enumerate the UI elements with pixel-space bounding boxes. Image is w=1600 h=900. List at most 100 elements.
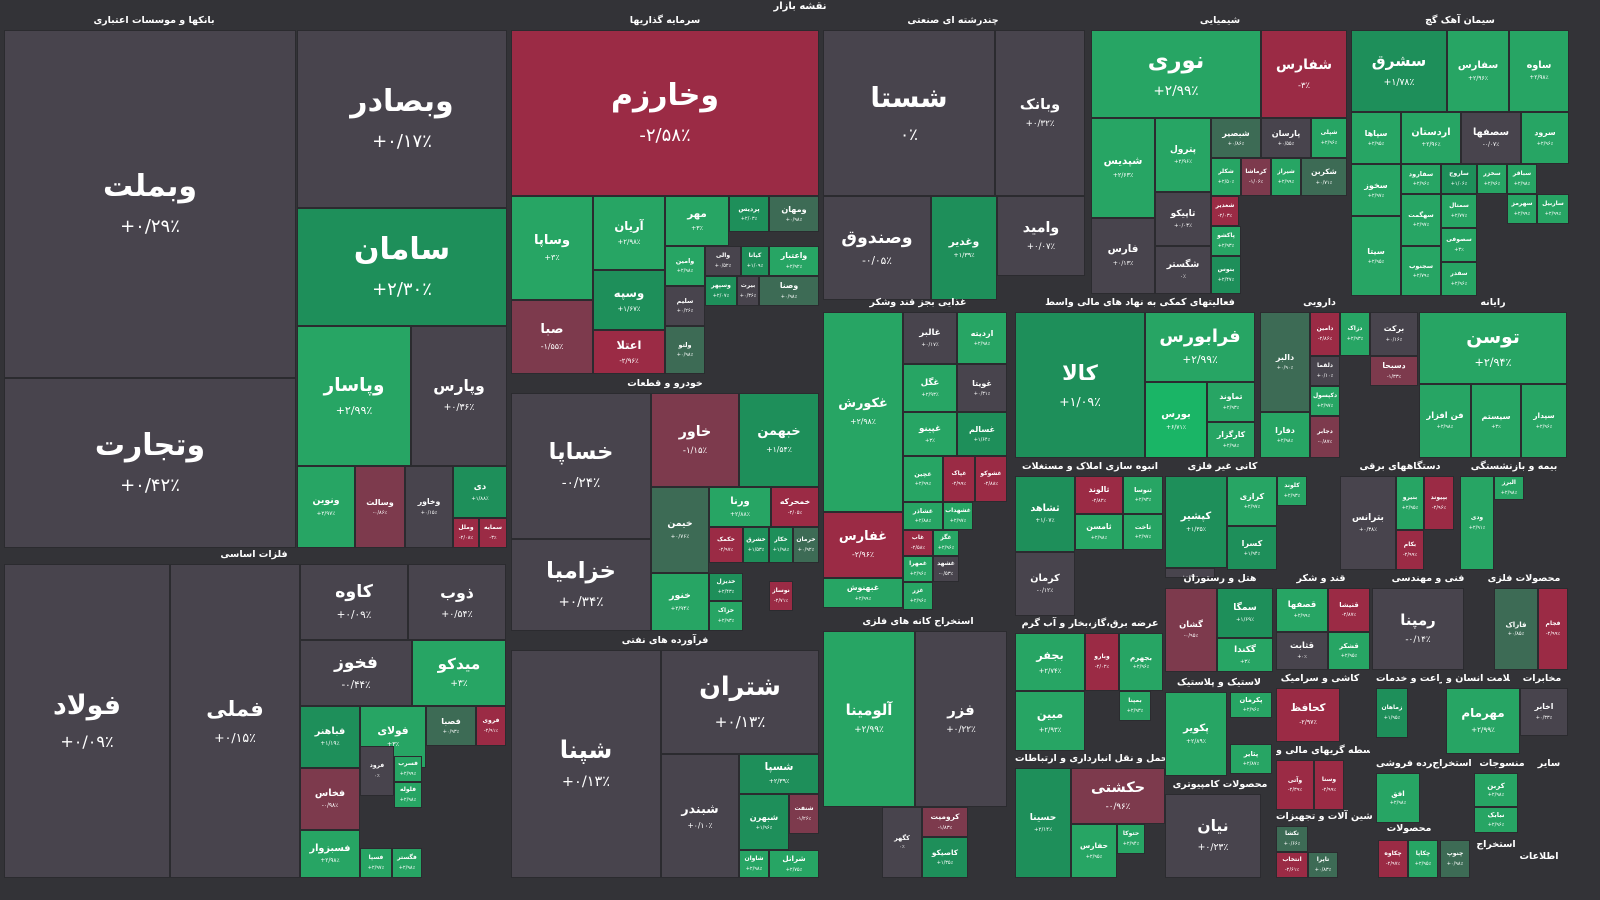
stock-tile[interactable]: توسن +۲/۹۴٪ — [1419, 312, 1567, 384]
stock-tile[interactable]: وملل -۲/۰۸٪ — [453, 518, 479, 548]
stock-tile[interactable]: بجفر +۲/۷۴٪ — [1015, 633, 1085, 691]
stock-tile[interactable]: پارسان +۰/۵۵٪ — [1261, 118, 1311, 158]
stock-tile[interactable]: وآتی -۲/۳۹٪ — [1276, 760, 1314, 810]
stock-tile[interactable]: خشرق +۱/۵۳٪ — [743, 527, 769, 563]
stock-tile[interactable]: شتران +۰/۱۳٪ — [661, 650, 819, 754]
stock-tile[interactable]: خرمان +۰/۹۲٪ — [793, 527, 819, 563]
stock-tile[interactable]: غگز +۲/۹۶٪ — [933, 530, 959, 556]
stock-tile[interactable]: شبندر +۰/۱۰٪ — [661, 754, 739, 878]
stock-tile[interactable]: تماوند +۲/۹۳٪ — [1207, 382, 1255, 422]
stock-tile[interactable]: وغدیر +۱/۳۹٪ — [931, 196, 997, 300]
stock-tile[interactable]: بکام -۲/۹۹٪ — [1396, 530, 1424, 570]
stock-tile[interactable]: ورنا +۲/۸۸٪ — [709, 487, 771, 527]
stock-tile[interactable]: حتوکا +۲/۹۴٪ — [1117, 824, 1145, 854]
stock-tile[interactable]: غپاک -۲/۹۹٪ — [943, 456, 975, 502]
stock-tile[interactable]: مبین +۲/۹۳٪ — [1015, 691, 1085, 751]
stock-tile[interactable]: بنیرو +۲/۹۵٪ — [1396, 476, 1424, 530]
stock-tile[interactable]: وصندوق -۰/۰۵٪ — [823, 196, 931, 300]
stock-tile[interactable]: پکویر +۲/۸۹٪ — [1165, 692, 1227, 776]
stock-tile[interactable]: قشکر +۲/۹۵٪ — [1328, 632, 1370, 670]
stock-tile[interactable]: فسپا +۲/۹۷٪ — [360, 848, 392, 878]
stock-tile[interactable]: کربن +۲/۹۸٪ — [1474, 773, 1518, 807]
stock-tile[interactable]: وتجارت +۰/۴۲٪ — [4, 378, 296, 548]
stock-tile[interactable]: خزامیا +۰/۳۴٪ — [511, 539, 651, 631]
stock-tile[interactable]: سجنوب +۲/۷۹٪ — [1401, 246, 1441, 296]
stock-tile[interactable]: کرماشا -۱/۰۶٪ — [1241, 158, 1271, 196]
stock-tile[interactable]: خبهمن +۱/۵۴٪ — [739, 393, 819, 487]
stock-tile[interactable]: انتخاب -۲/۶۱٪ — [1276, 852, 1308, 878]
stock-tile[interactable]: آریان +۲/۹۸٪ — [593, 196, 665, 270]
stock-tile[interactable]: وسپه +۱/۶۷٪ — [593, 270, 665, 330]
stock-tile[interactable]: چنوپ +۰/۹۸٪ — [1440, 840, 1470, 878]
stock-tile[interactable]: کلوند +۲/۹۳٪ — [1277, 476, 1307, 506]
stock-tile[interactable]: وبانک +۰/۳۲٪ — [995, 30, 1085, 196]
stock-tile[interactable]: اردستان +۲/۹۶٪ — [1401, 112, 1461, 164]
stock-tile[interactable]: شنفت -۱/۲۶٪ — [789, 794, 819, 834]
stock-tile[interactable]: غالبر +۰/۱۷٪ — [903, 312, 957, 364]
stock-tile[interactable]: ثامسن +۲/۹۸٪ — [1075, 514, 1123, 550]
stock-tile[interactable]: ونوین +۲/۹۷٪ — [297, 466, 355, 548]
stock-tile[interactable]: بیرت +۰/۳۶٪ — [737, 276, 759, 306]
stock-tile[interactable]: سفارس +۲/۹۶٪ — [1447, 30, 1509, 112]
stock-tile[interactable]: دجابر -۰/۸۷٪ — [1310, 416, 1340, 458]
stock-tile[interactable]: تاپرا +۰/۸۳٪ — [1308, 852, 1338, 878]
stock-tile[interactable]: فسبزوار +۲/۹۸٪ — [300, 830, 360, 878]
stock-tile[interactable]: شپلی +۲/۹۶٪ — [1311, 118, 1347, 158]
stock-tile[interactable]: میدکو +۳٪ — [412, 640, 506, 706]
stock-tile[interactable]: شپدیس +۲/۶۳٪ — [1091, 118, 1155, 218]
stock-tile[interactable]: پکرمان +۲/۹۶٪ — [1230, 692, 1272, 718]
stock-tile[interactable]: غسالم +۱/۶۴٪ — [957, 412, 1007, 456]
stock-tile[interactable]: خمحرکه -۲/۰۵٪ — [771, 487, 819, 527]
stock-tile[interactable]: وبارو -۲/۰۲٪ — [1085, 633, 1119, 691]
stock-tile[interactable]: سمتال +۲/۷۷٪ — [1441, 194, 1477, 228]
stock-tile[interactable]: ثالوند -۲/۸۲٪ — [1075, 476, 1123, 514]
stock-tile[interactable]: فجام -۲/۹۹٪ — [1538, 588, 1568, 670]
stock-tile[interactable]: دزاک +۲/۹۳٪ — [1340, 312, 1370, 356]
stock-tile[interactable]: شپنا +۰/۱۳٪ — [511, 650, 661, 878]
stock-tile[interactable]: فولاد +۰/۰۹٪ — [4, 564, 170, 878]
stock-tile[interactable]: سهگمت +۲/۹۷٪ — [1401, 194, 1441, 246]
stock-tile[interactable]: کپشیر +۱/۳۵٪ — [1165, 476, 1227, 568]
stock-tile[interactable]: فاراک +۰/۸۵٪ — [1494, 588, 1538, 670]
stock-tile[interactable]: خدیزل +۲/۴۳٪ — [709, 573, 743, 601]
stock-tile[interactable]: کاصیکو +۱/۳۵٪ — [922, 837, 968, 878]
stock-tile[interactable]: وصنا +۰/۹۸٪ — [759, 276, 819, 306]
stock-tile[interactable]: پردیس +۲/۰۳٪ — [729, 196, 769, 232]
stock-tile[interactable]: فملی +۰/۱۵٪ — [170, 564, 300, 878]
stock-tile[interactable]: نوری +۲/۹۹٪ — [1091, 30, 1261, 118]
stock-tile[interactable]: کگهر ۰٪ — [882, 807, 922, 878]
stock-tile[interactable]: کارگزار +۲/۹۸٪ — [1207, 422, 1255, 458]
stock-tile[interactable]: ثاخت +۲/۹۷٪ — [1123, 514, 1163, 550]
stock-tile[interactable]: کاوه +۰/۰۹٪ — [300, 564, 408, 640]
stock-tile[interactable]: کرازی +۲/۹۷٪ — [1227, 476, 1277, 526]
stock-tile[interactable]: شکربن +۰/۷۱٪ — [1301, 158, 1347, 196]
stock-tile[interactable]: سپاها +۲/۹۵٪ — [1351, 112, 1401, 164]
stock-tile[interactable]: سپدار +۲/۹۶٪ — [1521, 384, 1567, 458]
stock-tile[interactable]: سمگا +۱/۶۹٪ — [1217, 588, 1273, 638]
stock-tile[interactable]: ذوب +۰/۵۴٪ — [408, 564, 506, 640]
stock-tile[interactable]: دی +۱/۸۸٪ — [453, 466, 507, 518]
stock-tile[interactable]: برکت +۰/۱۶٪ — [1370, 312, 1418, 356]
stock-tile[interactable]: شستا ۰٪ — [823, 30, 995, 196]
stock-tile[interactable]: دالبر +۰/۹۰٪ — [1260, 312, 1310, 412]
stock-tile[interactable]: خساپا -۰/۲۴٪ — [511, 393, 651, 539]
stock-tile[interactable]: کحافظ -۲/۹۷٪ — [1276, 688, 1340, 742]
stock-tile[interactable]: سباقر +۲/۹۸٪ — [1507, 164, 1537, 194]
stock-tile[interactable]: سیتا +۲/۹۵٪ — [1351, 216, 1401, 296]
stock-tile[interactable]: گشان -۰/۹۵٪ — [1165, 588, 1217, 672]
stock-tile[interactable]: سصوفی +۳٪ — [1441, 228, 1477, 262]
stock-tile[interactable]: فلوله +۲/۹۸٪ — [394, 782, 422, 808]
stock-tile[interactable]: خزاک +۲/۹۳٪ — [709, 601, 743, 631]
stock-tile[interactable]: سفارود +۲/۹۶٪ — [1401, 164, 1441, 194]
stock-tile[interactable]: پترول +۲/۹۶٪ — [1155, 118, 1211, 192]
stock-tile[interactable]: خنور +۲/۹۴٪ — [651, 573, 709, 631]
stock-tile[interactable]: سخزر +۲/۹۶٪ — [1477, 164, 1507, 194]
stock-tile[interactable]: سیستم +۳٪ — [1471, 384, 1521, 458]
stock-tile[interactable]: فسرب +۲/۹۹٪ — [394, 756, 422, 782]
stock-tile[interactable]: شرانل +۲/۷۵٪ — [769, 850, 819, 878]
stock-tile[interactable]: غشهد -۰/۵۳٪ — [933, 556, 959, 582]
stock-tile[interactable]: افق +۲/۹۸٪ — [1376, 773, 1420, 823]
stock-tile[interactable]: سلیم +۰/۲۶٪ — [665, 286, 705, 326]
stock-tile[interactable]: ثنوسا +۲/۹۳٪ — [1123, 476, 1163, 514]
stock-tile[interactable]: سصفها -۰/۰۷٪ — [1461, 112, 1521, 164]
